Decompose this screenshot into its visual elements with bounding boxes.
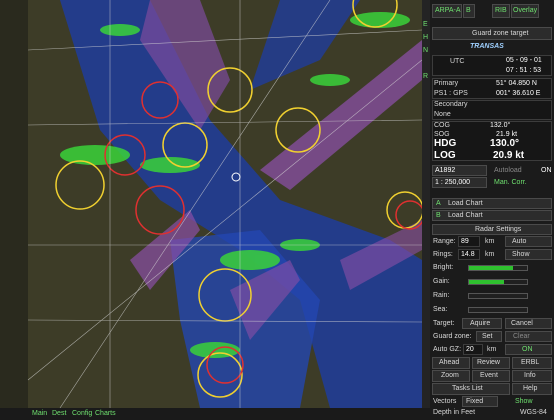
button[interactable]: Auto	[512, 238, 527, 245]
slider-track[interactable]	[468, 293, 528, 299]
unit: km	[485, 251, 495, 258]
unit: km	[485, 238, 495, 245]
label: WGS-84	[520, 409, 547, 416]
value: 05 - 09 - 01	[506, 57, 542, 64]
label: Target:	[433, 320, 455, 327]
label: LOG	[434, 150, 456, 161]
chart-map	[0, 0, 422, 408]
value: 51° 04.850 N	[496, 80, 537, 87]
slider-fill	[469, 280, 504, 284]
tab[interactable]: Dest	[52, 410, 67, 417]
label: Depth in Feet	[433, 409, 476, 416]
label: COG	[434, 122, 450, 129]
dropdown[interactable]: 1 : 250,000	[435, 179, 471, 186]
button[interactable]: Cancel	[511, 320, 533, 327]
side-letter[interactable]: E	[423, 21, 428, 28]
label: Guard zone:	[433, 333, 472, 340]
section-title: Radar Settings	[475, 226, 522, 233]
button[interactable]: Show	[515, 398, 533, 405]
label: Auto GZ:	[433, 346, 462, 353]
key: B	[436, 212, 441, 219]
button[interactable]: Clear	[513, 333, 530, 340]
side-letter[interactable]: H	[423, 34, 429, 41]
side-letter[interactable]: N	[423, 47, 429, 54]
button[interactable]: RIB	[495, 7, 507, 14]
button[interactable]: Load Chart	[448, 212, 483, 219]
slider-fill	[469, 266, 513, 270]
button[interactable]: Man. Corr.	[494, 179, 527, 186]
value: 132.0°	[490, 122, 511, 129]
label: PS1 : GPS	[434, 90, 468, 97]
unit: km	[487, 346, 497, 353]
button[interactable]: Set	[482, 333, 493, 340]
dropdown[interactable]: Fixed	[466, 398, 484, 405]
tab[interactable]: Config	[72, 410, 93, 417]
value: 20	[466, 346, 474, 353]
slider-label: Gain:	[433, 278, 450, 285]
button[interactable]: B	[466, 7, 471, 14]
value: 07 : 51 : 53	[506, 67, 542, 74]
button[interactable]: Review	[477, 359, 500, 366]
label: HDG	[434, 138, 457, 149]
value: 21.9 kt	[496, 131, 518, 138]
label: UTC	[450, 58, 465, 65]
side-letter[interactable]: R	[423, 73, 429, 80]
value: 14.8	[461, 251, 475, 258]
slider-label: Rain:	[433, 292, 450, 299]
value: 20.9 kt	[493, 150, 525, 161]
value: ON	[541, 167, 552, 174]
dropdown[interactable]: A1892	[435, 167, 456, 174]
slider-label: Sea:	[433, 306, 448, 313]
slider-track[interactable]	[468, 307, 528, 313]
button[interactable]: Aquire	[470, 320, 491, 327]
button[interactable]: Guard zone target	[472, 30, 529, 37]
side-strip	[422, 0, 430, 408]
value: 001° 36.610 E	[496, 90, 541, 97]
button[interactable]: Tasks List	[452, 385, 483, 392]
button[interactable]: ARPA-A	[435, 7, 461, 14]
label: Secondary	[434, 101, 468, 108]
label: Autoload	[494, 167, 522, 174]
button[interactable]: ON	[522, 346, 533, 353]
value: 89	[461, 238, 469, 245]
button[interactable]: ERBL	[521, 359, 540, 366]
tab[interactable]: Charts	[95, 410, 116, 417]
button[interactable]: Help	[523, 385, 538, 392]
value: 130.0°	[490, 138, 520, 149]
bottom-bar	[0, 408, 430, 420]
button[interactable]: Event	[480, 372, 498, 379]
label: Primary	[434, 80, 459, 87]
label: Rings:	[433, 251, 453, 258]
slider-label: Bright:	[433, 264, 454, 271]
label: Range:	[433, 238, 456, 245]
label: SOG	[434, 131, 450, 138]
button[interactable]: Zoom	[441, 372, 459, 379]
button[interactable]: Load Chart	[448, 200, 483, 207]
button[interactable]: Show	[512, 251, 530, 258]
key: A	[436, 200, 441, 207]
tab[interactable]: Main	[32, 410, 48, 417]
value: None	[434, 111, 451, 118]
logo: TRANSAS	[470, 43, 504, 50]
button[interactable]: Ahead	[439, 359, 460, 366]
label: Vectors	[433, 398, 457, 405]
button[interactable]: Info	[524, 372, 536, 379]
button[interactable]: Overlay	[513, 7, 538, 14]
